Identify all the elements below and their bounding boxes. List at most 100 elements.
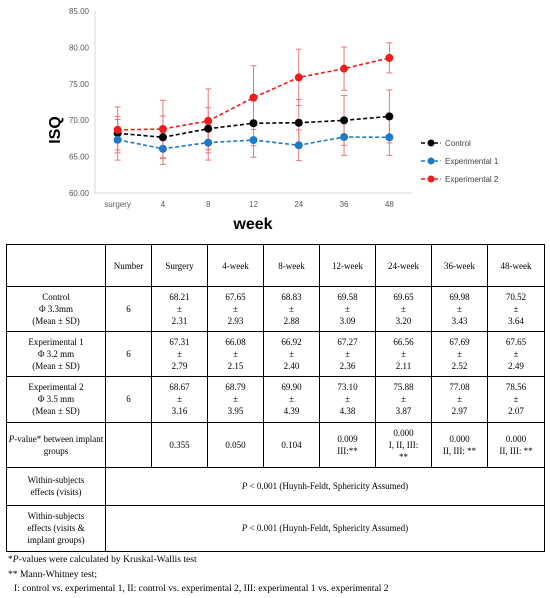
- data-point-experimental-1: [113, 135, 122, 144]
- legend-entry-control: Control: [421, 139, 471, 148]
- mean-sd-line: ±: [457, 304, 462, 315]
- within-value-cell: P < 0.001 (Huynh-Feldt, Sphericity Assum…: [105, 466, 545, 506]
- mean-sd-line: ±: [513, 394, 519, 405]
- pvalue-line: II, III: **: [499, 445, 533, 456]
- mean-sd-line: ±: [289, 394, 294, 405]
- within-label-line: Within-subjects: [27, 511, 85, 522]
- mean-sd-line: 3.87: [395, 406, 412, 417]
- pvalue-label-text: P-value* between implant groups: [8, 433, 104, 457]
- mean-sd-lines: 69.58 ±3.09: [321, 291, 374, 327]
- mean-sd-cell: 75.88 ±3.87: [375, 376, 432, 423]
- within-label-lines: Within-subjects effects (visits & implant …: [8, 510, 104, 546]
- mean-sd-line: 67.65: [505, 337, 527, 348]
- mean-sd-lines: 68.83 ±2.88: [265, 291, 318, 327]
- data-point-experimental-1: [294, 141, 303, 150]
- footnote-mann-whitney: ** Mann-Whitney test;: [8, 568, 97, 580]
- isq-data-table: Number Surgery 4-week 8-week 12-week 24-week 3…: [6, 243, 545, 553]
- table-row-group: Control Φ 3.3mm (Mean ± SD) 6 68.21 ±2.31 67.6…: [6, 286, 545, 333]
- data-point-control: [204, 124, 213, 133]
- y-tick-label: 70.00: [69, 116, 90, 125]
- mean-sd-line: 66.56: [393, 337, 414, 348]
- mean-sd-line: 69.90: [281, 382, 302, 393]
- pvalue-line: 0.104: [281, 439, 302, 450]
- mean-sd-cell: 78.56 ±2.07: [487, 376, 545, 423]
- mean-sd-line: ±: [289, 304, 294, 315]
- y-tick-label: 75.00: [69, 80, 90, 89]
- mean-sd-line: ±: [513, 304, 519, 315]
- y-axis-label: ISQ: [47, 116, 64, 144]
- data-point-experimental-1: [204, 138, 213, 147]
- mean-sd-line: ±: [177, 394, 182, 405]
- mean-sd-line: 2.52: [451, 361, 468, 372]
- x-tick-label: 36: [340, 200, 349, 209]
- pvalue-cell: 0.000 II, III: **: [487, 421, 545, 468]
- mean-sd-lines: 77.08 ±2.97: [433, 381, 486, 417]
- mean-sd-line: 67.31: [169, 337, 190, 348]
- error-bars: [114, 42, 393, 165]
- mean-sd-line: 66.92: [281, 337, 302, 348]
- mean-sd-lines: 68.79 ±3.95: [209, 381, 262, 417]
- pvalue-lines: 0.000 II, III: **: [489, 433, 543, 457]
- pvalue-line: III:**: [337, 445, 358, 456]
- mean-sd-line: 2.49: [508, 361, 524, 372]
- group-label-line: (Mean ± SD): [32, 316, 80, 327]
- mean-sd-line: 67.65: [225, 292, 246, 303]
- y-tick-label: 60.00: [69, 189, 90, 198]
- legend-label: Control: [445, 139, 471, 148]
- mean-sd-line: 2.79: [171, 361, 188, 372]
- mean-sd-lines: 66.92 ±2.40: [265, 336, 318, 372]
- y-tick-label: 85.00: [69, 7, 90, 16]
- data-point-experimental-2: [204, 116, 213, 125]
- table-row-pvalue: P-value* between implant groups 0.355 0.05…: [6, 421, 545, 468]
- data-point-control: [385, 112, 394, 121]
- legend-marker: [427, 175, 435, 183]
- mean-sd-line: 69.65: [393, 292, 414, 303]
- mean-sd-line: ±: [457, 349, 462, 360]
- legend-entry-experimental-1: Experimental 1: [421, 157, 499, 166]
- mean-sd-line: 67.69: [449, 337, 470, 348]
- x-axis: surgery 4 8 12 24 36 48: [95, 192, 412, 209]
- mean-sd-line: 2.93: [227, 316, 244, 327]
- mean-sd-line: 69.58: [337, 292, 358, 303]
- mean-sd-lines: 67.31 ±2.79: [153, 336, 206, 372]
- footnote-kruskal: *P-values were calculated by Kruskal-Wal…: [8, 554, 197, 565]
- pvalue-line: 0.000: [505, 433, 527, 444]
- mean-sd-line: 70.52: [505, 292, 527, 303]
- mean-sd-lines: 67.27 ±2.36: [321, 336, 374, 372]
- mean-sd-line: 2.31: [171, 316, 188, 327]
- mean-sd-line: ±: [401, 304, 406, 315]
- mean-sd-line: 2.15: [227, 361, 244, 372]
- within-label-line: effects (visits): [30, 487, 82, 498]
- data-point-experimental-2: [158, 125, 167, 134]
- table-row-within-visits-groups: Within-subjects effects (visits & implant …: [6, 504, 545, 553]
- mean-sd-lines: 70.52 ±3.64: [489, 291, 543, 327]
- mean-sd-line: 2.07: [508, 406, 524, 417]
- pvalue-label-rest: -value* between implant groups: [14, 433, 104, 456]
- mean-sd-cell: 67.65 ±2.93: [207, 286, 264, 333]
- group-label-line: Experimental 1: [28, 337, 84, 348]
- legend: Control Experimental 1 Experimental 2: [421, 139, 499, 184]
- mean-sd-line: 68.21: [169, 292, 190, 303]
- mean-sd-cell: 69.65 ±3.20: [375, 286, 432, 333]
- group-label-line: (Mean ± SD): [32, 406, 80, 417]
- x-axis-label: week: [232, 216, 272, 233]
- mean-sd-line: 3.09: [339, 316, 356, 327]
- pvalue-line: 0.000: [393, 427, 414, 438]
- mean-sd-cell: 69.58 ±3.09: [319, 286, 376, 333]
- within-value-cell: P < 0.001 (Huynh-Feldt, Sphericity Assum…: [105, 504, 545, 553]
- mean-sd-lines: 75.88 ±3.87: [377, 381, 430, 417]
- column-header: [6, 243, 106, 288]
- x-tick-label: surgery: [104, 200, 131, 209]
- within-italic-p: P: [241, 523, 248, 534]
- mean-sd-lines: 66.56 ±2.11: [377, 336, 430, 372]
- mean-sd-line: 69.98: [449, 292, 470, 303]
- pvalue-line: 0.355: [169, 439, 190, 450]
- group-label-cell: Control Φ 3.3mm (Mean ± SD): [6, 286, 106, 333]
- mean-sd-line: 2.40: [283, 361, 300, 372]
- pvalue-lines: 0.000 II, III: **: [433, 433, 486, 457]
- mean-sd-cell: 68.79 ±3.95: [207, 376, 264, 423]
